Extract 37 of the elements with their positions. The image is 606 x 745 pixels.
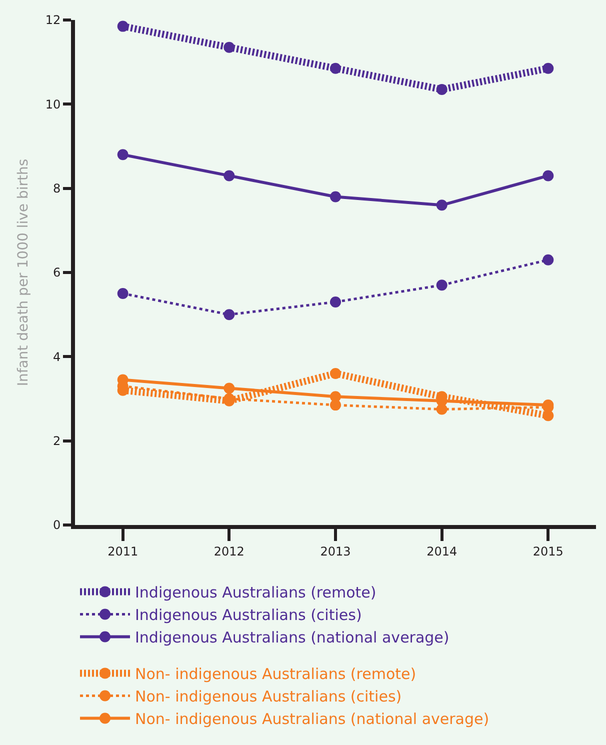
point: [436, 280, 448, 291]
point: [542, 254, 554, 266]
legend-label: Non- indigenous Australians (cities): [135, 688, 402, 706]
y-tick-label: 12: [45, 13, 61, 28]
point: [330, 368, 341, 379]
point: [330, 191, 341, 202]
x-tick-label: 2012: [214, 544, 244, 558]
point: [117, 20, 128, 32]
point: [117, 149, 128, 160]
point: [330, 62, 341, 74]
legend-label: Non- indigenous Australians (national average): [135, 710, 490, 728]
y-tick-label: 4: [52, 350, 61, 364]
point: [436, 200, 448, 211]
point: [117, 288, 128, 300]
point: [224, 309, 235, 320]
point: [542, 170, 554, 182]
point: [330, 296, 341, 308]
x-tick-label: 2013: [320, 544, 351, 558]
y-tick-label: 0: [52, 518, 61, 532]
legend-label: Indigenous Australians (remote): [135, 584, 376, 602]
x-tick-label: 2015: [532, 544, 564, 558]
point: [542, 62, 554, 74]
legend-label: Non- indigenous Australians (remote): [135, 665, 416, 684]
point: [224, 382, 235, 394]
legend-label: Indigenous Australians (national average): [135, 628, 450, 647]
y-tick-label: 8: [52, 182, 61, 196]
point: [224, 42, 235, 53]
point: [330, 391, 341, 402]
point: [436, 84, 448, 95]
x-tick-label: 2014: [426, 544, 458, 558]
y-tick-label: 2: [52, 434, 61, 448]
y-tick-label: 6: [52, 266, 61, 280]
legend-label: Indigenous Australians (cities): [135, 606, 362, 624]
x-tick-label: 2011: [108, 544, 138, 558]
point: [224, 170, 235, 182]
y-tick-label: 10: [45, 97, 61, 112]
y-axis-title: Infant death per 1000 live births: [15, 158, 32, 386]
